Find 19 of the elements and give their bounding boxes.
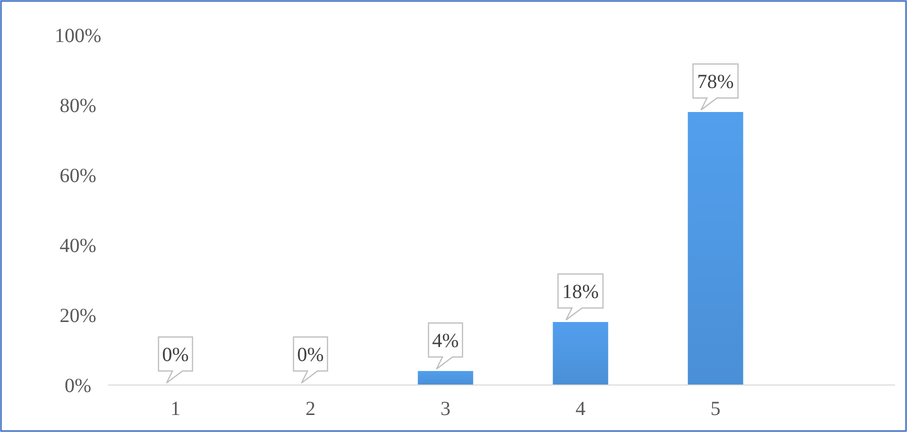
data-label: 0% [162,344,189,366]
x-tick-label: 5 [710,398,720,420]
y-tick-label: 80% [60,95,96,117]
y-tick-label: 20% [60,305,96,327]
y-tick-label: 0% [64,375,92,397]
x-tick-label: 3 [440,398,450,420]
bar [552,322,608,385]
y-tick-label: 100% [54,25,102,47]
bar [418,371,474,385]
data-label: 78% [697,71,734,93]
y-tick-label: 40% [60,235,96,257]
data-label: 0% [297,344,324,366]
data-label: 4% [432,330,459,352]
x-tick-label: 4 [576,398,586,420]
x-tick-label: 1 [170,398,180,420]
x-tick-label: 2 [306,398,316,420]
bar [688,112,744,385]
data-label: 18% [562,281,599,303]
y-tick-label: 60% [60,165,96,187]
